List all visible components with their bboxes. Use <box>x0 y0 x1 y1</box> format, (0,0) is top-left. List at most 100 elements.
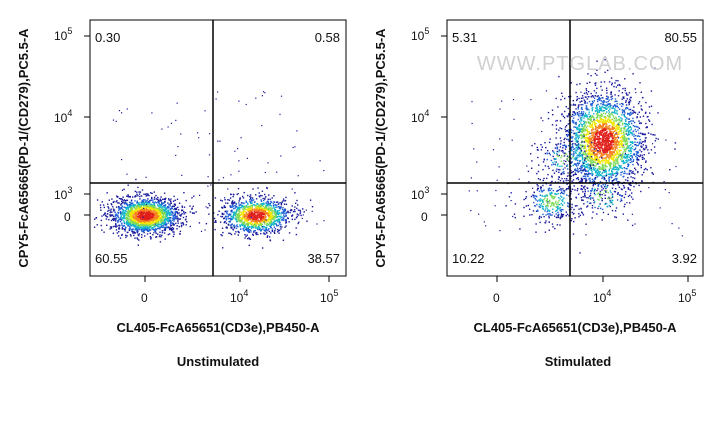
event-dot <box>272 197 273 198</box>
event-dot <box>181 214 182 215</box>
event-dot <box>135 179 136 180</box>
event-dot <box>181 226 182 227</box>
event-dot <box>150 237 151 238</box>
event-dot <box>137 223 138 224</box>
event-dot <box>234 151 235 152</box>
event-dot <box>247 208 248 209</box>
event-dot <box>149 227 150 228</box>
event-dot <box>589 178 590 179</box>
event-dot <box>631 129 632 130</box>
event-dot <box>234 227 235 228</box>
event-dot <box>628 159 629 160</box>
event-dot <box>138 245 139 246</box>
event-dot <box>256 212 257 213</box>
event-dot <box>250 194 251 195</box>
event-dot <box>615 106 616 107</box>
event-dot <box>269 222 270 223</box>
event-dot <box>241 224 242 225</box>
event-dot <box>151 227 152 228</box>
event-dot <box>142 226 143 227</box>
event-dot <box>601 186 602 187</box>
event-dot <box>236 224 237 225</box>
event-dot <box>130 210 131 211</box>
event-dot <box>141 213 142 214</box>
event-dot <box>586 105 587 106</box>
event-dot <box>580 144 581 145</box>
event-dot <box>647 149 648 150</box>
event-dot <box>129 214 130 215</box>
event-dot <box>179 218 180 219</box>
event-dot <box>640 191 641 192</box>
event-dot <box>600 144 601 145</box>
event-dot <box>609 117 610 118</box>
event-dot <box>206 206 207 207</box>
event-dot <box>597 173 598 174</box>
event-dot <box>190 211 191 212</box>
event-dot <box>231 218 232 219</box>
event-dot <box>147 210 148 211</box>
event-dot <box>107 213 108 214</box>
event-dot <box>613 86 614 87</box>
event-dot <box>136 237 137 238</box>
event-dot <box>137 187 138 188</box>
event-dot <box>266 212 267 213</box>
event-dot <box>143 204 144 205</box>
event-dot <box>585 145 586 146</box>
event-dot <box>297 216 298 217</box>
event-dot <box>133 221 134 222</box>
event-dot <box>280 226 281 227</box>
event-dot <box>296 200 297 201</box>
event-dot <box>639 149 640 150</box>
event-dot <box>552 124 553 125</box>
event-dot <box>257 204 258 205</box>
event-dot <box>262 208 263 209</box>
event-dot <box>267 215 268 216</box>
event-dot <box>267 201 268 202</box>
event-dot <box>236 209 237 210</box>
event-dot <box>244 207 245 208</box>
event-dot <box>173 216 174 217</box>
event-dot <box>155 230 156 231</box>
event-dot <box>149 208 150 209</box>
event-dot <box>625 100 626 101</box>
event-dot <box>606 90 607 91</box>
event-dot <box>296 217 297 218</box>
event-dot <box>581 107 582 108</box>
event-dot <box>268 212 269 213</box>
event-dot <box>264 223 265 224</box>
event-dot <box>136 194 137 195</box>
event-dot <box>292 219 293 220</box>
event-dot <box>117 216 118 217</box>
event-dot <box>230 174 231 175</box>
event-dot <box>623 151 624 152</box>
event-dot <box>260 203 261 204</box>
event-dot <box>582 158 583 159</box>
event-dot <box>577 114 578 115</box>
event-dot <box>578 119 579 120</box>
event-dot <box>263 226 264 227</box>
event-dot <box>101 215 102 216</box>
event-dot <box>631 161 632 162</box>
event-dot <box>280 155 281 156</box>
event-dot <box>141 229 142 230</box>
event-dot <box>589 131 590 132</box>
event-dot <box>180 231 181 232</box>
event-dot <box>134 210 135 211</box>
event-dot <box>123 218 124 219</box>
event-dot <box>129 226 130 227</box>
event-dot <box>232 219 233 220</box>
event-dot <box>317 223 318 224</box>
event-dot <box>269 219 270 220</box>
event-dot <box>597 152 598 153</box>
event-dot <box>273 201 274 202</box>
event-dot <box>271 208 272 209</box>
event-dot <box>294 209 295 210</box>
event-dot <box>615 165 616 166</box>
event-dot <box>236 213 237 214</box>
event-dot <box>238 215 239 216</box>
event-dot <box>223 218 224 219</box>
event-dot <box>227 211 228 212</box>
event-dot <box>132 203 133 204</box>
event-dot <box>614 191 615 192</box>
